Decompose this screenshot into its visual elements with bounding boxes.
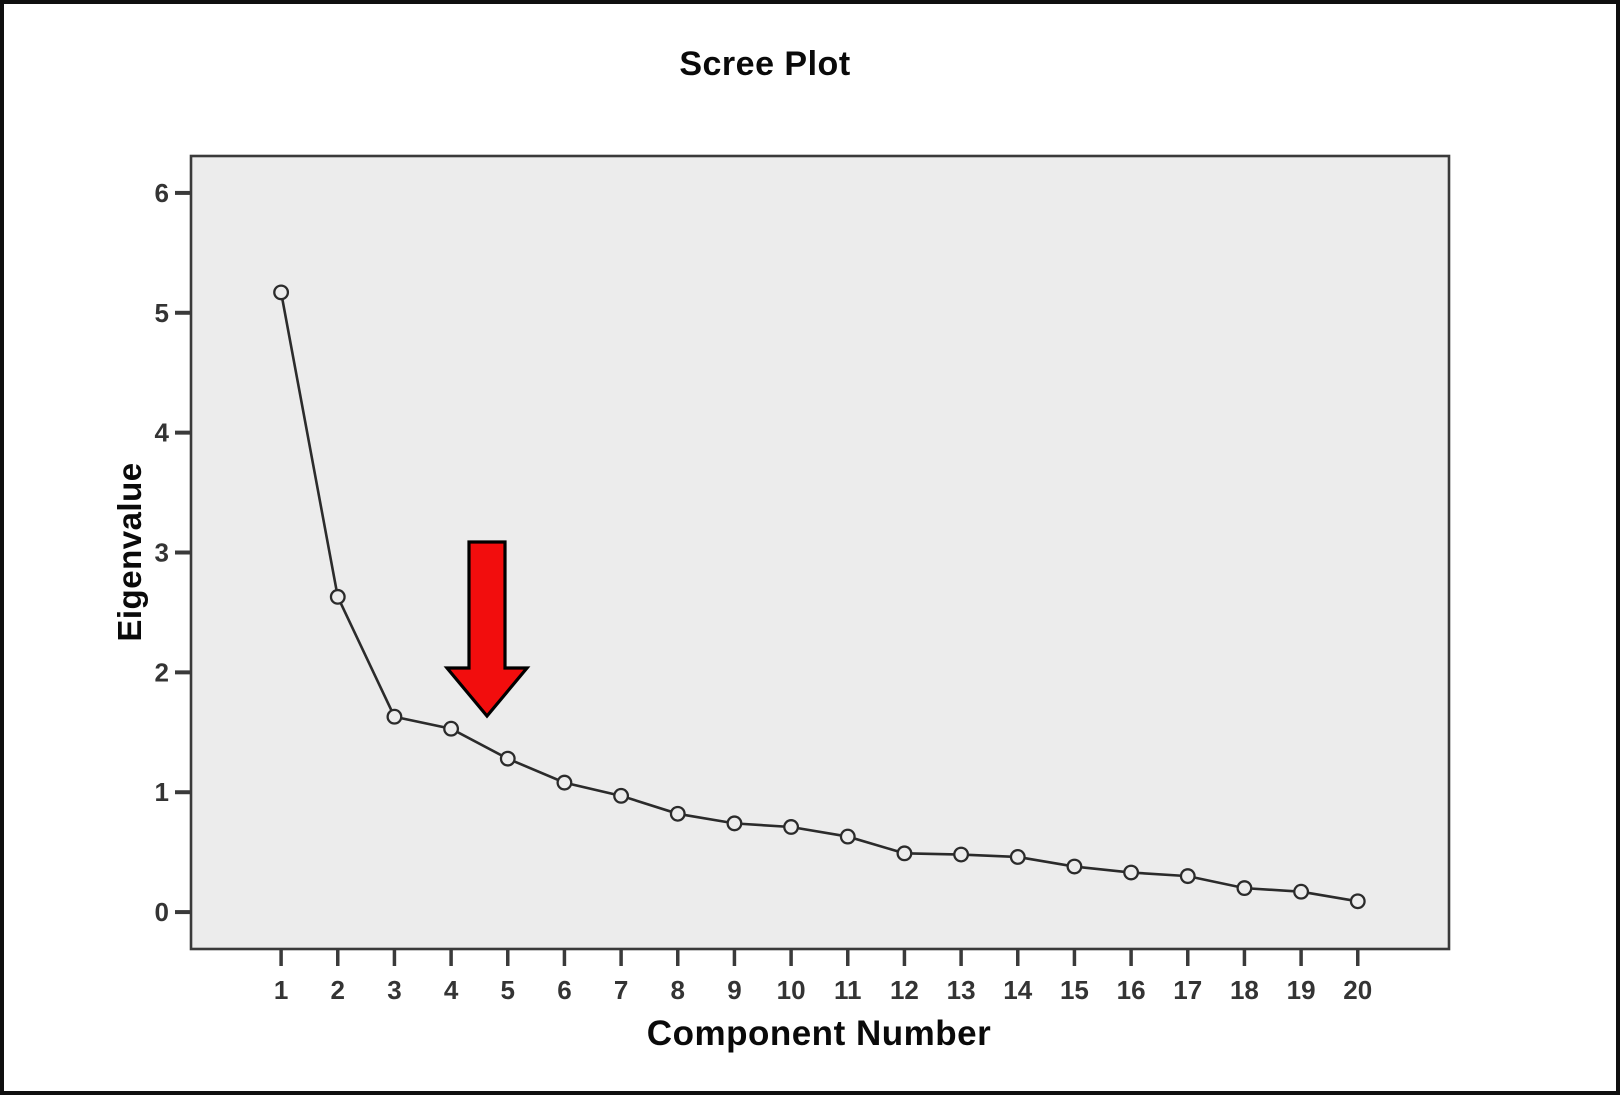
y-tick-label: 2: [155, 657, 169, 687]
data-point-marker: [726, 815, 743, 832]
x-tick-label: 6: [557, 975, 571, 1005]
x-tick-label: 18: [1230, 975, 1259, 1005]
data-point-marker: [1066, 858, 1083, 875]
data-point-marker: [1293, 883, 1310, 900]
y-tick-label: 4: [155, 418, 170, 448]
data-point-marker: [669, 805, 686, 822]
x-tick-label: 7: [614, 975, 628, 1005]
x-tick-label: 1: [274, 975, 288, 1005]
data-point-marker: [1179, 868, 1196, 885]
plot-area: [189, 154, 1451, 951]
red-down-arrow-annotation: [443, 540, 531, 719]
x-tick-label: 19: [1287, 975, 1316, 1005]
data-point-marker: [329, 588, 346, 605]
data-point-marker: [443, 720, 460, 737]
data-point-marker: [1236, 880, 1253, 897]
y-tick-label: 0: [155, 897, 169, 927]
data-point-marker: [613, 787, 630, 804]
x-tick-label: 3: [387, 975, 401, 1005]
data-point-marker: [839, 828, 856, 845]
data-point-marker: [783, 819, 800, 835]
x-tick-label: 13: [947, 975, 976, 1005]
data-point-marker: [1349, 893, 1366, 910]
x-tick-label: 12: [890, 975, 919, 1005]
y-tick-label: 3: [155, 538, 169, 568]
x-tick-label: 15: [1060, 975, 1089, 1005]
data-point-marker: [1123, 864, 1140, 881]
y-tick-label: 6: [155, 178, 169, 208]
data-point-marker: [896, 845, 913, 862]
x-tick-label: 17: [1173, 975, 1202, 1005]
data-point-marker: [1009, 848, 1026, 865]
data-point-marker: [273, 284, 290, 301]
data-point-marker: [386, 708, 403, 725]
data-point-marker: [499, 750, 516, 767]
y-axis-title: Eigenvalue: [111, 462, 148, 642]
x-tick-label: 8: [671, 975, 685, 1005]
data-point-marker: [953, 846, 970, 863]
y-tick-label: 5: [155, 298, 169, 328]
data-point-marker: [556, 774, 573, 791]
x-tick-label: 9: [727, 975, 741, 1005]
x-tick-label: 11: [834, 975, 862, 1005]
x-tick-label: 2: [331, 975, 345, 1005]
chart-title: Scree Plot: [679, 45, 851, 83]
x-tick-label: 5: [501, 975, 515, 1005]
x-axis-title: Component Number: [646, 1014, 992, 1053]
x-tick-label: 4: [444, 975, 459, 1005]
y-tick-label: 1: [155, 777, 169, 807]
x-tick-label: 16: [1117, 975, 1146, 1005]
x-tick-label: 14: [1003, 975, 1032, 1005]
x-tick-label: 20: [1343, 975, 1372, 1005]
eigenvalue-line: [279, 292, 1358, 903]
x-tick-label: 10: [777, 975, 806, 1005]
